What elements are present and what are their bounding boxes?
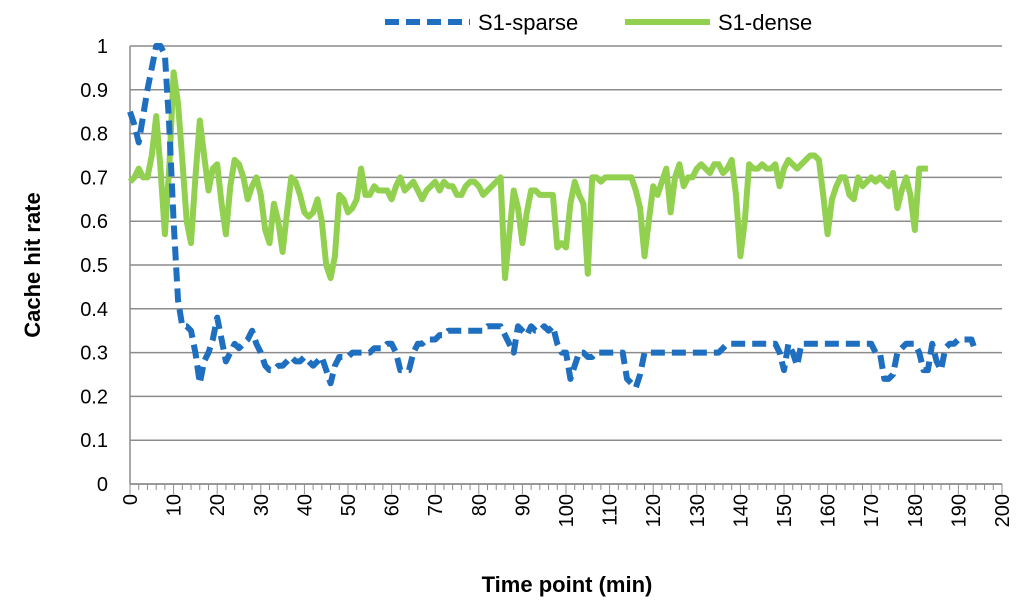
x-axis-title: Time point (min) — [482, 572, 653, 597]
series-line-s1-sparse — [127, 43, 979, 391]
x-tick-label: 180 — [905, 494, 927, 527]
x-tick-label: 50 — [338, 494, 360, 516]
y-tick-label: 1 — [97, 36, 108, 58]
x-tick-label: 90 — [512, 494, 534, 516]
y-tick-label: 0.3 — [80, 343, 108, 365]
x-tick-label: 70 — [425, 494, 447, 516]
legend-label-s1-sparse: S1-sparse — [478, 10, 578, 35]
x-tick-label: 110 — [600, 494, 622, 526]
y-tick-label: 0.6 — [80, 211, 108, 233]
x-tick-label: 170 — [861, 494, 883, 527]
axes — [129, 46, 1003, 494]
x-tick-label: 160 — [818, 494, 840, 527]
x-tick-label: 100 — [556, 494, 578, 527]
x-tick-label: 60 — [382, 494, 404, 516]
x-tick-label: 140 — [730, 494, 752, 527]
grid-lines — [130, 45, 1002, 485]
x-tick-label: 200 — [992, 494, 1014, 527]
legend: S1-sparse S1-dense — [385, 10, 812, 35]
x-tick-label: 190 — [948, 494, 970, 527]
x-tick-label: 30 — [251, 494, 273, 516]
x-tick-label: 20 — [207, 494, 229, 516]
series-line-s1-dense — [127, 69, 928, 282]
x-tick-label: 40 — [294, 494, 316, 516]
y-tick-labels: 0 0.1 0.2 0.3 0.4 0.5 0.6 0.7 0.8 0.9 1 — [80, 36, 108, 496]
x-tick-label: 120 — [643, 494, 665, 527]
y-tick-label: 0.7 — [80, 167, 108, 189]
legend-label-s1-dense: S1-dense — [718, 10, 812, 35]
x-tick-label: 10 — [164, 494, 186, 516]
y-tick-label: 0.4 — [80, 299, 108, 321]
x-tick-labels: 0 10 20 30 40 50 60 70 80 90 100 110 120 130 140 150 160… — [120, 494, 1014, 527]
y-tick-label: 0.2 — [80, 386, 108, 408]
x-tick-label: 150 — [774, 494, 796, 527]
x-tick-label: 0 — [120, 494, 142, 505]
y-tick-label: 0.1 — [80, 430, 108, 452]
y-tick-label: 0.8 — [80, 124, 108, 146]
y-tick-label: 0.9 — [80, 80, 108, 102]
y-axis-title: Cache hit rate — [20, 192, 45, 338]
y-tick-label: 0.5 — [80, 255, 108, 277]
x-tick-label: 130 — [687, 494, 709, 527]
series-layer — [127, 43, 979, 391]
y-tick-label: 0 — [97, 474, 108, 496]
x-tick-label: 80 — [469, 494, 491, 516]
